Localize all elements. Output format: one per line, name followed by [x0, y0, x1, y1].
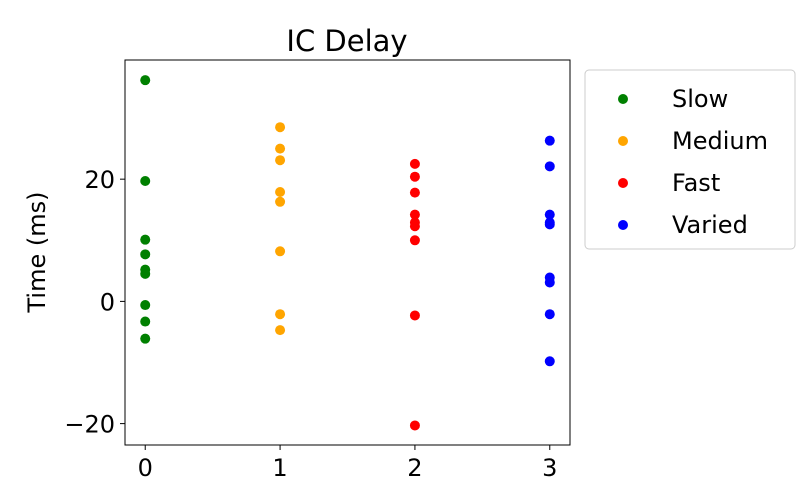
data-point — [544, 356, 555, 367]
data-point — [544, 161, 555, 172]
data-point — [544, 277, 555, 288]
y-axis-label: Time (ms) — [23, 192, 51, 314]
data-point — [409, 171, 420, 182]
x-tick-label: 0 — [138, 454, 153, 482]
series-medium — [275, 122, 286, 336]
data-point — [140, 176, 151, 186]
axis-ticks: 0 1 2 3 −20 0 20 — [64, 166, 557, 482]
data-point — [544, 209, 555, 220]
data-point — [275, 325, 286, 336]
y-tick-label: 20 — [84, 166, 115, 194]
data-point — [409, 221, 420, 232]
y-tick-label: −20 — [64, 411, 115, 439]
x-tick-label: 2 — [407, 454, 422, 482]
data-point — [140, 333, 151, 344]
data-point — [544, 219, 555, 230]
legend-label: Medium — [672, 127, 768, 155]
data-point — [409, 235, 420, 246]
legend-marker — [618, 136, 628, 146]
series-fast — [409, 158, 420, 431]
x-tick-label: 1 — [272, 454, 287, 482]
data-point — [275, 187, 286, 197]
chart-title: IC Delay — [286, 24, 407, 58]
legend-marker — [618, 220, 628, 230]
legend-label: Fast — [672, 169, 720, 197]
data-point — [544, 135, 555, 146]
data-point — [409, 310, 420, 321]
data-point — [140, 249, 151, 260]
data-point — [140, 268, 151, 279]
data-point — [275, 122, 286, 133]
data-point — [409, 158, 420, 169]
data-point — [140, 300, 151, 311]
data-point — [275, 309, 286, 320]
series-slow — [140, 75, 151, 344]
plot-area-frame — [124, 59, 571, 446]
data-point — [409, 209, 420, 220]
data-point — [140, 234, 151, 245]
legend-marker — [618, 94, 628, 104]
data-point — [140, 316, 151, 327]
data-point — [409, 420, 420, 431]
series-varied — [544, 135, 555, 367]
data-point — [275, 196, 286, 207]
data-point — [275, 143, 286, 154]
y-tick-label: 0 — [100, 288, 115, 316]
legend-marker — [618, 178, 628, 188]
legend-label: Slow — [672, 85, 728, 113]
data-point — [544, 309, 555, 320]
x-tick-label: 3 — [542, 454, 557, 482]
data-point — [409, 187, 420, 198]
data-point — [275, 246, 286, 257]
legend: Slow Medium Fast Varied — [584, 69, 796, 250]
legend-label: Varied — [672, 211, 748, 239]
data-point — [275, 155, 286, 166]
data-points — [140, 75, 555, 431]
data-point — [140, 75, 151, 86]
legend-frame — [584, 69, 796, 250]
